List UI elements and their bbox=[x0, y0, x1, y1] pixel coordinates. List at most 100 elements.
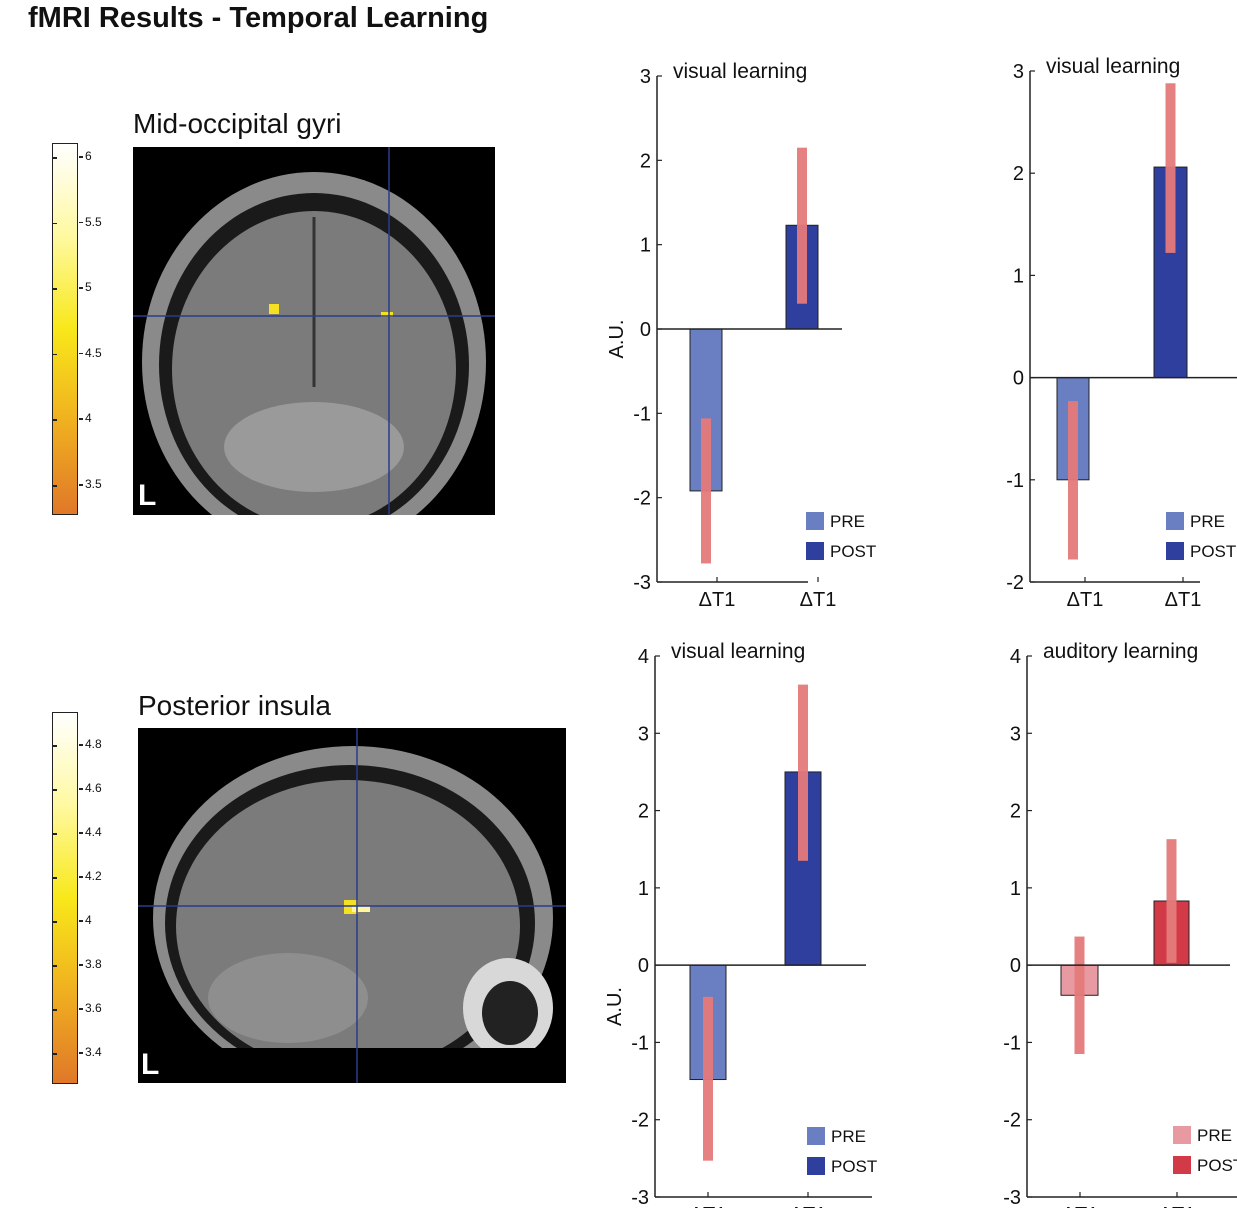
y-tick-label: -1 bbox=[631, 1032, 649, 1054]
legend-swatch-post bbox=[1166, 542, 1184, 560]
y-tick-label: 1 bbox=[1010, 878, 1021, 900]
y-tick-label: -3 bbox=[631, 1187, 649, 1208]
y-tick-label: 4 bbox=[638, 646, 649, 668]
colorbar-tick-label: 3.8 bbox=[79, 957, 102, 971]
x-tick-label: ΔT1 bbox=[1159, 1204, 1196, 1208]
y-tick-label: -2 bbox=[1006, 572, 1024, 594]
colorbar-tick bbox=[53, 288, 57, 290]
y-tick-label: 0 bbox=[1013, 368, 1024, 390]
y-tick-label: 3 bbox=[1010, 723, 1021, 745]
y-tick-label: 1 bbox=[640, 235, 651, 257]
y-tick-label: 2 bbox=[638, 801, 649, 823]
orientation-label: L bbox=[141, 1048, 160, 1081]
y-tick-label: 2 bbox=[640, 150, 651, 172]
colorbar-tick bbox=[53, 965, 57, 967]
y-tick-label: -3 bbox=[633, 572, 651, 594]
y-tick-label: 1 bbox=[638, 878, 649, 900]
error-bar-post bbox=[1165, 83, 1176, 253]
error-bar-post bbox=[1166, 839, 1177, 963]
error-bar-pre bbox=[703, 996, 713, 1161]
colorbar-tick-label: 4 bbox=[79, 411, 92, 426]
y-tick-label: -1 bbox=[633, 403, 651, 425]
legend-label-post: POST bbox=[1190, 542, 1236, 561]
y-tick-label: -1 bbox=[1003, 1032, 1021, 1054]
lower-mask bbox=[138, 1048, 566, 1083]
y-tick-label: 2 bbox=[1013, 163, 1024, 185]
x-tick-label: ΔT1 bbox=[1165, 589, 1202, 611]
colorbar-tick-label: 4.6 bbox=[79, 781, 102, 795]
eye bbox=[482, 981, 538, 1045]
y-tick-label: -2 bbox=[631, 1110, 649, 1132]
colorbar-tick bbox=[53, 833, 57, 835]
colorbar-tick bbox=[53, 877, 57, 879]
error-bar-pre bbox=[1068, 401, 1078, 560]
cerebellum bbox=[224, 402, 404, 492]
error-bar-pre bbox=[701, 418, 711, 564]
legend-label-post: POST bbox=[831, 1157, 877, 1176]
colorbar-tick bbox=[53, 1053, 57, 1055]
y-tick-label: 0 bbox=[640, 319, 651, 341]
brain-coronal-drawing bbox=[133, 147, 495, 515]
colorbar-tick bbox=[53, 419, 57, 421]
y-tick-label: 0 bbox=[1010, 955, 1021, 977]
error-bar-pre bbox=[1074, 936, 1085, 1055]
y-tick-label: -1 bbox=[1006, 470, 1024, 492]
x-tick-label: ΔT1 bbox=[690, 1204, 727, 1208]
y-tick-label: 2 bbox=[1010, 801, 1021, 823]
colorbar-tick-label: 4 bbox=[79, 913, 92, 927]
colorbar bbox=[52, 712, 78, 1084]
activation-left bbox=[269, 304, 279, 314]
colorbar-tick-label: 3.5 bbox=[79, 477, 102, 491]
colorbar-tick-label: 4.4 bbox=[79, 825, 102, 839]
colorbar-tick-label: 3.6 bbox=[79, 1001, 102, 1015]
legend-swatch-post bbox=[806, 542, 824, 560]
legend-label-post: POST bbox=[1197, 1156, 1237, 1175]
colorbar-tick bbox=[53, 157, 57, 159]
y-tick-label: -2 bbox=[1003, 1110, 1021, 1132]
colorbar-tick bbox=[53, 1009, 57, 1011]
activation-peak bbox=[352, 906, 370, 912]
brain-sagittal-drawing bbox=[138, 728, 566, 1083]
y-tick-label: 0 bbox=[638, 955, 649, 977]
error-bar-post bbox=[797, 147, 807, 304]
legend-label-pre: PRE bbox=[830, 512, 865, 531]
y-tick-label: 3 bbox=[640, 66, 651, 88]
colorbar-tick-label: 3.4 bbox=[79, 1045, 102, 1059]
region-title-mid-occipital: Mid-occipital gyri bbox=[133, 108, 342, 139]
legend-swatch-pre bbox=[1166, 512, 1184, 530]
y-tick-label: 3 bbox=[1013, 61, 1024, 83]
legend-label-post: POST bbox=[830, 542, 876, 561]
cerebellum bbox=[208, 953, 368, 1043]
colorbar-tick bbox=[53, 921, 57, 923]
legend-swatch-pre bbox=[807, 1127, 825, 1145]
figure-title: fMRI Results - Temporal Learning bbox=[28, 2, 489, 34]
chart-title: visual learning bbox=[671, 640, 805, 663]
colorbar bbox=[52, 143, 78, 515]
colorbar-tick-label: 4.2 bbox=[79, 869, 102, 883]
brain-coronal-image: L bbox=[133, 147, 495, 515]
legend-label-pre: PRE bbox=[1190, 512, 1225, 531]
x-tick-label: ΔT1 bbox=[1062, 1204, 1099, 1208]
colorbar-tick-label: 6 bbox=[79, 149, 92, 163]
legend-swatch-post bbox=[1173, 1156, 1191, 1174]
y-tick-label: 1 bbox=[1013, 265, 1024, 287]
x-tick-label: ΔT1 bbox=[800, 589, 837, 611]
x-tick-label: ΔT1 bbox=[699, 589, 736, 611]
colorbar-tick bbox=[53, 353, 57, 356]
chart-title: auditory learning bbox=[1043, 640, 1198, 663]
chart-title: visual learning bbox=[1046, 55, 1180, 78]
x-tick-label: ΔT1 bbox=[790, 1204, 827, 1208]
error-bar-post bbox=[798, 684, 808, 861]
y-tick-label: -2 bbox=[633, 488, 651, 510]
colorbar-tick-label: 4.8 bbox=[79, 737, 102, 751]
colorbar-tick-label: 5.5 bbox=[79, 214, 102, 229]
legend-label-pre: PRE bbox=[831, 1127, 866, 1146]
y-axis-label: A.U. bbox=[606, 320, 628, 359]
colorbar-tick bbox=[53, 222, 57, 225]
activation-right bbox=[381, 312, 393, 317]
x-tick-label: ΔT1 bbox=[1067, 589, 1104, 611]
colorbar-tick-label: 4.5 bbox=[79, 345, 102, 360]
legend-swatch-pre bbox=[1173, 1126, 1191, 1144]
legend-swatch-pre bbox=[806, 512, 824, 530]
